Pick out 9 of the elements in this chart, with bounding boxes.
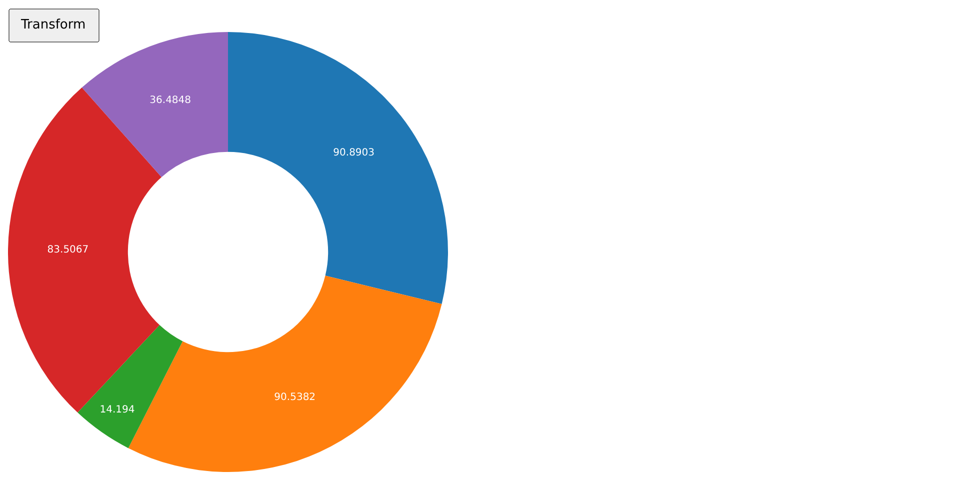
- data-label: 14.194: [100, 404, 135, 416]
- data-label: 83.5067: [47, 244, 89, 256]
- data-label: 90.8903: [333, 148, 375, 159]
- data-label: 36.4848: [150, 94, 192, 106]
- donut-slice: [78, 325, 183, 448]
- donut-slice: [228, 32, 448, 304]
- text: Transform: [20, 18, 86, 32]
- data-label: 90.5382: [274, 392, 316, 403]
- donut-slice: [82, 32, 228, 178]
